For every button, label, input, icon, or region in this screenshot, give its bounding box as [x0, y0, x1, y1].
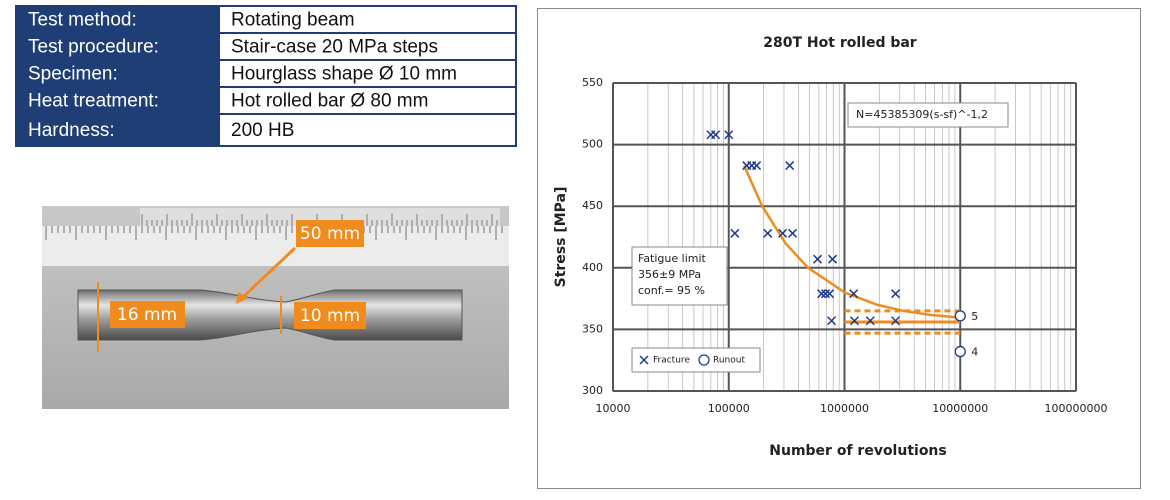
fracture-point [730, 228, 740, 238]
fit-curve [742, 165, 961, 319]
row-label: Hardness: [28, 120, 115, 141]
y-tick-label: 500 [582, 138, 603, 151]
chart-title: 280T Hot rolled bar [763, 35, 917, 51]
spec-table: Test method: Rotating beam Test procedure:… [15, 5, 517, 147]
fracture-point [813, 254, 823, 264]
fracture-point [849, 316, 860, 326]
fracture-point [821, 289, 831, 299]
fracture-point [724, 130, 734, 140]
point-label: 5 [971, 310, 978, 323]
label-box [296, 220, 364, 247]
fracture-point [752, 161, 762, 171]
value-cell [220, 88, 515, 113]
y-tick-label: 400 [582, 261, 603, 274]
row-value: Hot rolled bar Ø 80 mm [231, 91, 428, 112]
fracture-point [788, 228, 798, 238]
x-tick-label: 1000000 [820, 402, 869, 415]
legend [631, 347, 761, 373]
fracture-point [763, 228, 773, 238]
fatigue-text: conf.= 95 % [638, 284, 705, 297]
fatigue-text: 356±9 MPa [638, 268, 701, 281]
fracture-point [849, 289, 859, 299]
runout-point [954, 345, 966, 358]
row-label: Heat treatment: [28, 91, 159, 112]
x-tick-label: 100000 [708, 402, 750, 415]
fracture-point [711, 130, 721, 140]
legend-label: Fracture [653, 356, 690, 366]
ruler-back [140, 208, 500, 226]
fracture-point [891, 316, 901, 326]
y-tick-label: 300 [582, 384, 603, 397]
annotation-box [847, 102, 1009, 128]
row-value: 200 HB [231, 120, 294, 141]
x-axis-label: Number of revolutions [769, 443, 946, 459]
x-tick-label: 100000000 [1045, 402, 1108, 415]
legend-marker [639, 355, 649, 365]
fracture-point [817, 289, 827, 299]
y-tick-label: 550 [582, 76, 603, 89]
chart: 10000 100000 1000000 10000000 100000000 300 35… [553, 35, 1108, 459]
fracture-point [785, 161, 795, 171]
fracture-point [778, 228, 788, 238]
runout-point [954, 310, 966, 322]
arrow-head [236, 292, 248, 304]
value-cell [220, 7, 515, 32]
row-value: Hourglass shape Ø 10 mm [231, 64, 457, 85]
row-value: Rotating beam [231, 10, 355, 31]
value-cell [220, 61, 515, 86]
specimen-photo: 50 mm 16 mm 10 mm [42, 206, 509, 409]
photo-label: 16 mm [117, 305, 177, 325]
fracture-point [825, 289, 835, 299]
chart-frame [537, 8, 1141, 489]
photo-label: 10 mm [300, 306, 360, 326]
y-tick-label: 450 [582, 199, 603, 212]
row-label: Test method: [28, 10, 137, 31]
annotation-box [631, 246, 728, 306]
fatigue-text: Fatigue limit [638, 252, 707, 265]
legend-marker [698, 354, 710, 366]
arrow [240, 246, 297, 300]
photo-label: 50 mm [300, 224, 360, 244]
ruler [42, 226, 509, 266]
y-tick-label: 350 [582, 322, 603, 335]
row-value: Stair-case 20 MPa steps [231, 37, 438, 58]
fracture-point [827, 254, 838, 264]
fracture-point [891, 289, 901, 299]
value-cell [220, 115, 515, 145]
y-axis-label: Stress [MPa] [553, 187, 569, 288]
label-box [110, 301, 185, 328]
point-label: 4 [971, 346, 978, 359]
row-label: Specimen: [28, 64, 118, 85]
label-box [294, 302, 366, 329]
fracture-point [865, 316, 875, 326]
value-cell [220, 34, 515, 59]
row-label: Test procedure: [28, 37, 159, 58]
x-tick-label: 10000000 [932, 402, 988, 415]
fracture-point [827, 316, 837, 326]
x-tick-label: 10000 [596, 402, 631, 415]
equation: N=45385309(s-sf)^-1,2 [856, 108, 988, 121]
legend-label: Runout [713, 356, 745, 366]
